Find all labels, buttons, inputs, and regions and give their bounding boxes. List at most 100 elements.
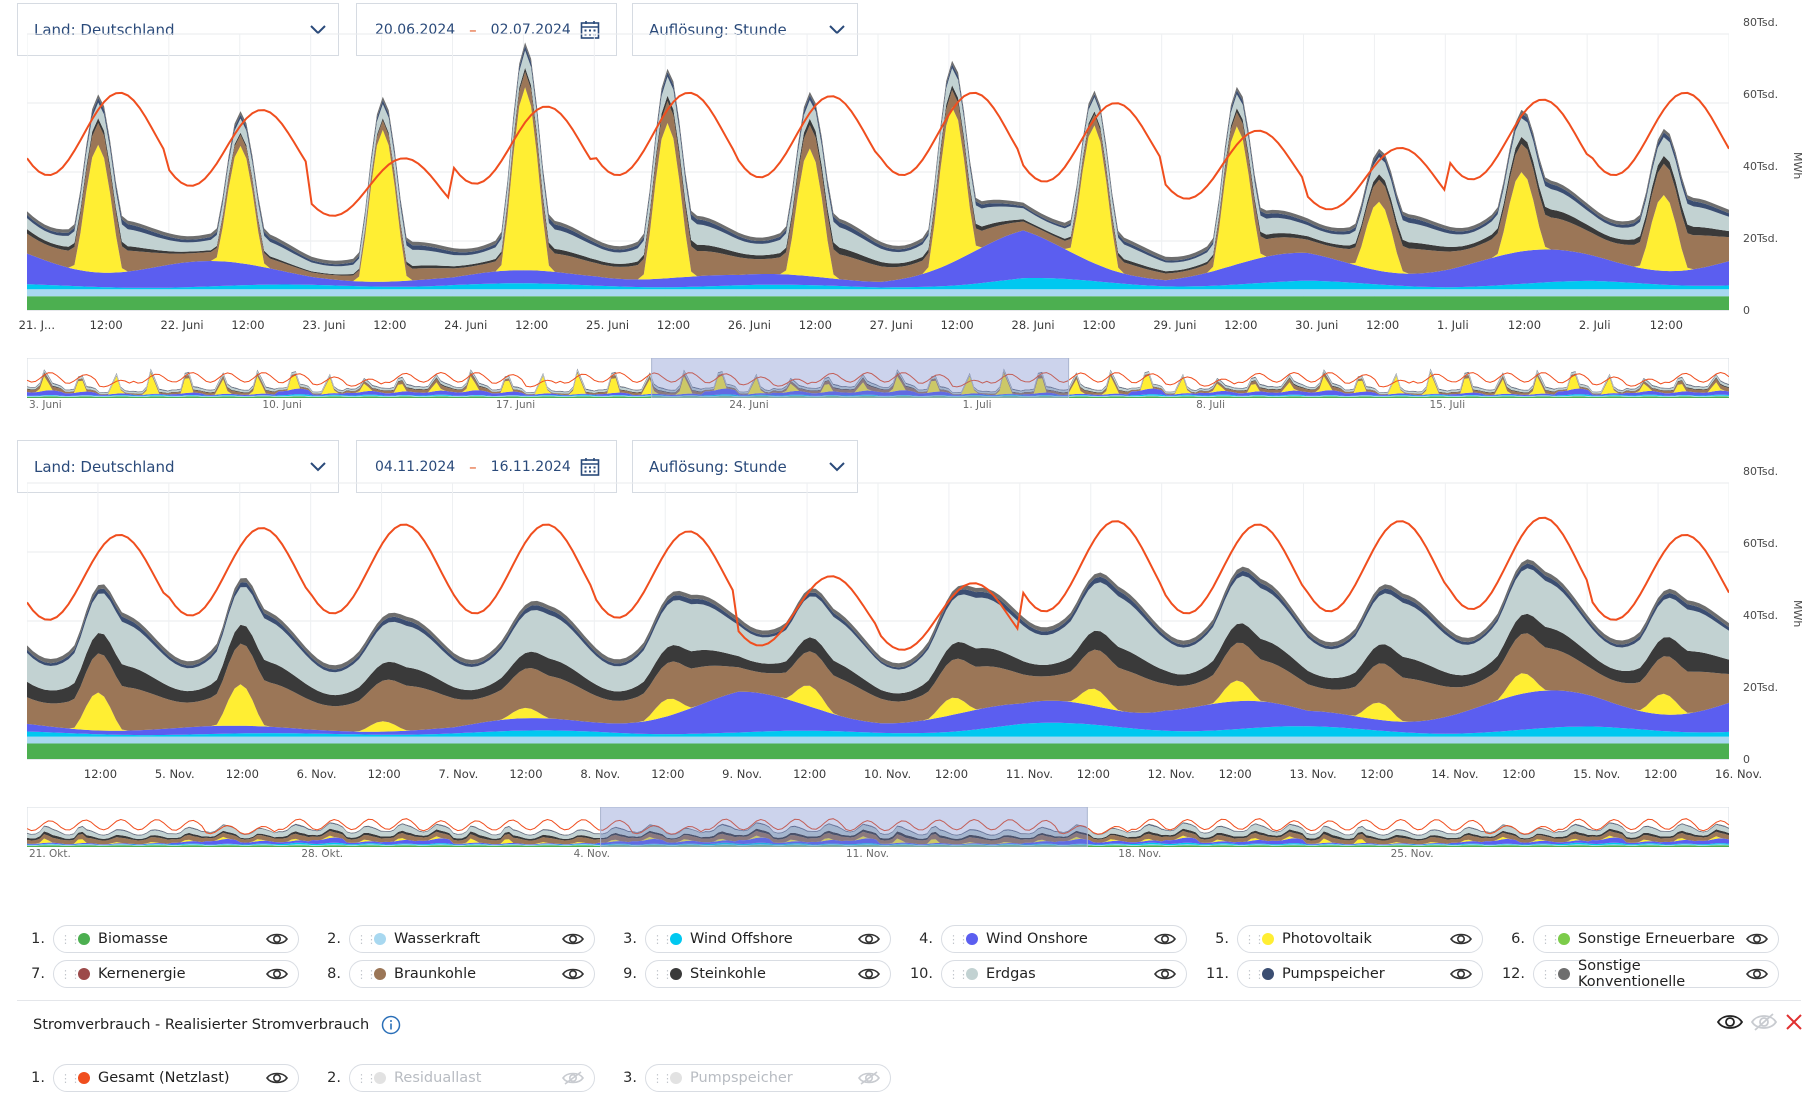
resolution-select[interactable]: Auflösung: Stunde bbox=[632, 440, 858, 493]
area-wasserkraft[interactable] bbox=[27, 736, 1729, 744]
navigator-selection[interactable] bbox=[651, 358, 1070, 398]
eye-icon[interactable] bbox=[562, 967, 584, 981]
navigator-area bbox=[27, 395, 1729, 397]
legend-pill[interactable]: ⋮⋮ Steinkohle bbox=[645, 960, 891, 988]
area-biomasse[interactable] bbox=[27, 296, 1729, 310]
eye-icon[interactable] bbox=[266, 1071, 288, 1085]
area-wasserkraft[interactable] bbox=[27, 289, 1729, 297]
navigator-line bbox=[27, 371, 1729, 388]
country-select[interactable]: Land: Deutschland bbox=[17, 440, 339, 493]
legend-pill[interactable]: ⋮⋮ Pumpspeicher bbox=[1237, 960, 1483, 988]
legend-number: 6. bbox=[1511, 931, 1525, 947]
area-braunkohle[interactable] bbox=[27, 71, 1729, 282]
x-tick: 12:00 bbox=[1224, 318, 1258, 332]
drag-handle-icon[interactable]: ⋮⋮ bbox=[948, 932, 969, 946]
eye-icon[interactable] bbox=[266, 967, 288, 981]
drag-handle-icon[interactable]: ⋮⋮ bbox=[60, 967, 81, 981]
navigator-selection[interactable] bbox=[600, 807, 1088, 847]
hide-all-eye-off-icon[interactable] bbox=[1751, 1013, 1777, 1031]
chart-2-navigator[interactable] bbox=[27, 807, 1729, 847]
eye-icon[interactable] bbox=[1450, 932, 1472, 946]
x-tick: 24. Juni bbox=[444, 318, 488, 332]
eye-icon[interactable] bbox=[858, 967, 880, 981]
area-erdgas[interactable] bbox=[27, 568, 1729, 696]
legend-pill[interactable]: ⋮⋮ Residuallast bbox=[349, 1064, 595, 1092]
area-steinkohle[interactable] bbox=[27, 613, 1729, 707]
area-wind-offshore[interactable] bbox=[27, 278, 1729, 290]
legend-item: 2. ⋮⋮ Residuallast bbox=[313, 1064, 595, 1092]
eye-icon[interactable] bbox=[858, 932, 880, 946]
legend-pill[interactable]: ⋮⋮ Sonstige Konventionelle bbox=[1533, 958, 1779, 990]
eye-icon[interactable] bbox=[1154, 967, 1176, 981]
resolution-select[interactable]: Auflösung: Stunde bbox=[632, 3, 858, 56]
drag-handle-icon[interactable]: ⋮⋮ bbox=[60, 1071, 81, 1085]
line-gesamt-netzlast[interactable] bbox=[27, 516, 1729, 651]
area-wind-offshore[interactable] bbox=[27, 722, 1729, 737]
drag-handle-icon[interactable]: ⋮⋮ bbox=[356, 967, 377, 981]
date-to[interactable]: 16.11.2024 bbox=[490, 458, 571, 475]
show-all-eye-icon[interactable] bbox=[1717, 1013, 1743, 1031]
drag-handle-icon[interactable]: ⋮⋮ bbox=[60, 932, 81, 946]
legend-pill[interactable]: ⋮⋮ Biomasse bbox=[53, 925, 299, 953]
chart-1-plot[interactable] bbox=[27, 18, 1729, 313]
line-gesamt-netzlast[interactable] bbox=[27, 91, 1729, 217]
drag-handle-icon[interactable]: ⋮⋮ bbox=[1540, 932, 1561, 946]
drag-handle-icon[interactable]: ⋮⋮ bbox=[652, 1071, 673, 1085]
eye-icon[interactable] bbox=[1450, 967, 1472, 981]
calendar-icon[interactable] bbox=[580, 457, 600, 477]
eye-off-icon[interactable] bbox=[858, 1071, 880, 1085]
chart-1-navigator[interactable] bbox=[27, 358, 1729, 398]
date-from[interactable]: 04.11.2024 bbox=[375, 458, 456, 475]
navigator-area bbox=[27, 828, 1729, 841]
legend-pill[interactable]: ⋮⋮ Gesamt (Netzlast) bbox=[53, 1064, 299, 1092]
legend-pill[interactable]: ⋮⋮ Wind Onshore bbox=[941, 925, 1187, 953]
area-wind-onshore[interactable] bbox=[27, 230, 1729, 288]
area-biomasse[interactable] bbox=[27, 743, 1729, 759]
eye-icon[interactable] bbox=[1746, 932, 1768, 946]
date-range-picker[interactable]: 04.11.2024 – 16.11.2024 bbox=[356, 440, 617, 493]
navigator-area bbox=[27, 388, 1729, 396]
chevron-down-icon[interactable] bbox=[298, 24, 338, 36]
eye-icon[interactable] bbox=[1746, 967, 1768, 981]
color-dot-icon bbox=[78, 933, 90, 945]
navigator-tick: 15. Juli bbox=[1429, 399, 1466, 411]
color-dot-icon bbox=[966, 968, 978, 980]
drag-handle-icon[interactable]: ⋮⋮ bbox=[1540, 967, 1561, 981]
drag-handle-icon[interactable]: ⋮⋮ bbox=[1244, 932, 1265, 946]
navigator-tick: 10. Juni bbox=[262, 399, 302, 411]
chart-2-plot[interactable] bbox=[27, 467, 1729, 762]
legend-pill[interactable]: ⋮⋮ Sonstige Erneuerbare bbox=[1533, 925, 1779, 953]
drag-handle-icon[interactable]: ⋮⋮ bbox=[948, 967, 969, 981]
drag-handle-icon[interactable]: ⋮⋮ bbox=[652, 932, 673, 946]
drag-handle-icon[interactable]: ⋮⋮ bbox=[356, 1071, 377, 1085]
eye-icon[interactable] bbox=[562, 932, 584, 946]
legend-pill[interactable]: ⋮⋮ Erdgas bbox=[941, 960, 1187, 988]
info-icon[interactable] bbox=[381, 1015, 401, 1035]
x-tick: 12:00 bbox=[1649, 318, 1683, 332]
eye-icon[interactable] bbox=[266, 932, 288, 946]
chevron-down-icon[interactable] bbox=[817, 24, 857, 36]
date-separator: – bbox=[469, 20, 477, 39]
close-icon[interactable] bbox=[1785, 1013, 1803, 1031]
x-tick: 12:00 bbox=[1644, 767, 1678, 781]
navigator-area bbox=[27, 394, 1729, 397]
drag-handle-icon[interactable]: ⋮⋮ bbox=[1244, 967, 1265, 981]
legend-pill[interactable]: ⋮⋮ Pumpspeicher bbox=[645, 1064, 891, 1092]
legend-pill[interactable]: ⋮⋮ Braunkohle bbox=[349, 960, 595, 988]
x-tick: 12:00 bbox=[1082, 318, 1116, 332]
eye-icon[interactable] bbox=[1154, 932, 1176, 946]
navigator-tick: 11. Nov. bbox=[845, 848, 890, 860]
legend-pill[interactable]: ⋮⋮ Wind Offshore bbox=[645, 925, 891, 953]
legend-pill[interactable]: ⋮⋮ Wasserkraft bbox=[349, 925, 595, 953]
legend-pill[interactable]: ⋮⋮ Kernenergie bbox=[53, 960, 299, 988]
x-tick: 15. Nov. bbox=[1573, 767, 1621, 781]
chevron-down-icon[interactable] bbox=[298, 461, 338, 473]
eye-off-icon[interactable] bbox=[562, 1071, 584, 1085]
area-braunkohle[interactable] bbox=[27, 633, 1729, 732]
drag-handle-icon[interactable]: ⋮⋮ bbox=[652, 967, 673, 981]
legend-pill[interactable]: ⋮⋮ Photovoltaik bbox=[1237, 925, 1483, 953]
area-wind-onshore[interactable] bbox=[27, 690, 1729, 736]
navigator-area bbox=[27, 830, 1729, 845]
drag-handle-icon[interactable]: ⋮⋮ bbox=[356, 932, 377, 946]
chevron-down-icon[interactable] bbox=[817, 461, 857, 473]
